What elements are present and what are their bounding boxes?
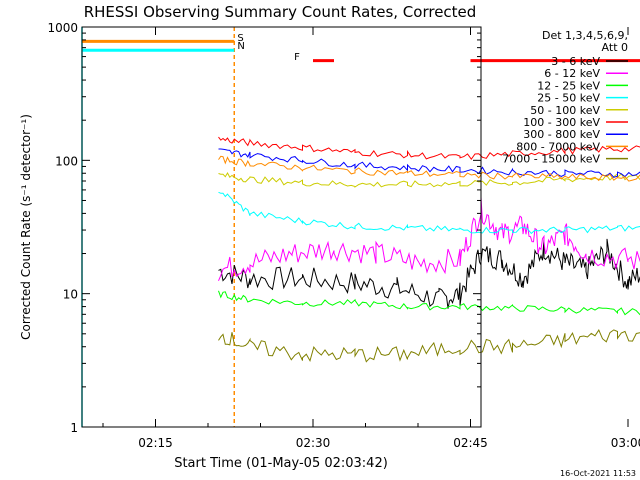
legend-label: 25 - 50 keV: [537, 92, 600, 105]
legend-label: 12 - 25 keV: [537, 79, 600, 92]
y-tick-label: 100: [55, 154, 78, 168]
legend-header-2: Att 0: [602, 41, 628, 54]
x-tick-label: 03:00: [611, 436, 640, 450]
y-axis-label: Corrected Count Rate (s⁻¹ detector⁻¹): [19, 114, 33, 340]
legend-header-1: Det 1,3,4,5,6,9,: [542, 29, 628, 42]
footer-timestamp: 16-Oct-2021 11:53: [560, 469, 636, 478]
series-line: [218, 238, 640, 309]
series-line: [218, 329, 640, 363]
flag-label-f: F: [294, 52, 300, 63]
series-line: [218, 148, 640, 178]
flag-label-s: S: [237, 33, 243, 44]
series-line: [218, 290, 640, 316]
legend-label: 300 - 800 keV: [523, 128, 600, 141]
chart-title: RHESSI Observing Summary Count Rates, Co…: [84, 3, 477, 21]
flag-label-n: N: [237, 41, 244, 52]
y-tick-label: 1000: [47, 21, 78, 35]
x-tick-label: 02:45: [453, 436, 488, 450]
series-line: [218, 171, 640, 188]
legend-label: 100 - 300 keV: [523, 116, 600, 129]
legend-label: 800 - 7000 keV: [516, 140, 600, 153]
legend-label: 7000 - 15000 keV: [502, 153, 600, 166]
series-line: [218, 136, 640, 161]
x-tick-label: 02:15: [138, 436, 173, 450]
legend-label: 6 - 12 keV: [544, 67, 600, 80]
x-tick-label: 02:30: [296, 436, 331, 450]
y-axis: 1 10 100 1000: [47, 21, 481, 435]
legend-label: 50 - 100 keV: [530, 104, 600, 117]
series-line: [218, 191, 640, 235]
x-axis-label: Start Time (01-May-05 02:03:42): [174, 456, 388, 471]
legend-label: 3 - 6 keV: [551, 55, 600, 68]
y-tick-label: 10: [63, 288, 78, 302]
series-line: [218, 197, 640, 281]
plot-frame: [81, 26, 482, 428]
y-tick-label: 1: [70, 421, 78, 435]
series-line: [218, 155, 640, 182]
